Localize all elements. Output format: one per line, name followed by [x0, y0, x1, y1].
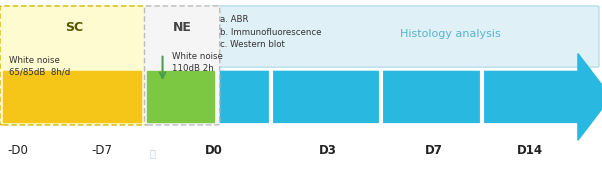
Text: 📣: 📣 — [149, 148, 155, 158]
Text: D3: D3 — [319, 144, 337, 157]
FancyArrow shape — [3, 54, 602, 140]
Text: a. ABR
b. Immunofluorescence
c. Western blot: a. ABR b. Immunofluorescence c. Western … — [220, 15, 321, 49]
Text: -D0: -D0 — [8, 144, 28, 157]
Bar — [147, 71, 214, 122]
Text: -D7: -D7 — [92, 144, 113, 157]
FancyBboxPatch shape — [211, 6, 599, 67]
FancyBboxPatch shape — [144, 6, 220, 125]
Text: SC: SC — [64, 21, 83, 34]
FancyBboxPatch shape — [0, 6, 147, 125]
Text: NE: NE — [173, 21, 191, 34]
Bar — [3, 71, 141, 122]
Text: D7: D7 — [424, 144, 442, 157]
Text: D14: D14 — [517, 144, 543, 157]
Text: White noise
110dB 2h: White noise 110dB 2h — [172, 52, 223, 73]
Text: D0: D0 — [205, 144, 223, 157]
Text: White noise
65/85dB  8h/d: White noise 65/85dB 8h/d — [9, 56, 70, 77]
Text: Histology analysis: Histology analysis — [400, 29, 501, 39]
